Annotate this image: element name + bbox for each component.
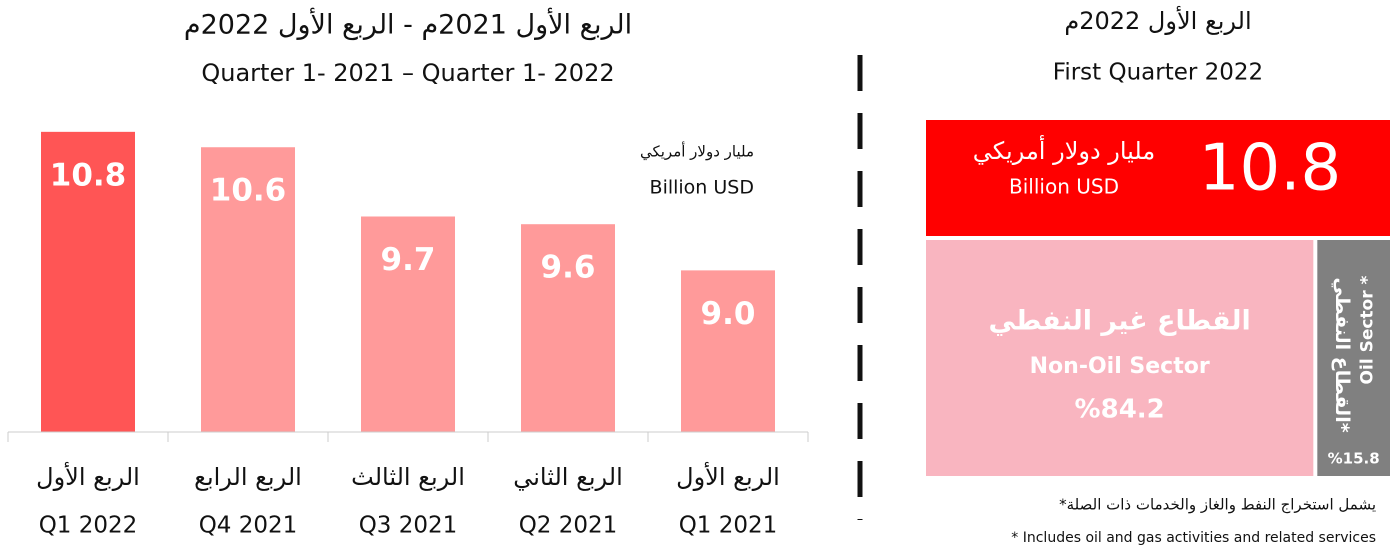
x-label-ar: الربع الثاني — [513, 463, 623, 491]
panel-title-ar: الربع الأول 2022م — [1064, 6, 1251, 35]
total-unit: Billion USD — [1009, 175, 1119, 199]
x-label: Q2 2021 — [519, 513, 618, 539]
x-label: Q4 2021 — [199, 513, 298, 539]
unit-ar: مليار دولار أمريكي — [640, 142, 754, 162]
sector-label-ar: القطاع النفطي* — [1331, 277, 1353, 432]
x-label-ar: الربع الأول — [36, 462, 140, 491]
value-label: 10.8 — [50, 157, 127, 193]
bar — [681, 270, 775, 432]
sector-label-ar: القطاع غير النفطي — [989, 306, 1251, 337]
total-value: 10.8 — [1199, 132, 1342, 206]
x-label: Q1 2022 — [39, 513, 138, 539]
footnote: * Includes oil and gas activities and re… — [1011, 530, 1376, 546]
x-label-ar: الربع الرابع — [194, 463, 302, 491]
bar — [361, 216, 455, 432]
sector-share: %15.8 — [1328, 450, 1380, 468]
sector-share: %84.2 — [1075, 395, 1165, 425]
value-label: 10.6 — [210, 173, 287, 209]
sector-label: Oil Sector * — [1358, 275, 1378, 384]
bar — [41, 131, 135, 432]
treemap-block — [926, 240, 1314, 476]
treemap-block — [1317, 240, 1390, 476]
value-label: 9.6 — [541, 250, 596, 286]
x-label-ar: الربع الأول — [676, 462, 780, 491]
x-label: Q1 2021 — [679, 513, 778, 539]
bar — [201, 147, 295, 432]
sector-label: Non-Oil Sector — [1030, 354, 1210, 379]
footnote-ar: *يشمل استخراج النفط والغاز والخدمات ذات … — [1059, 496, 1376, 515]
chart-subtitle: Quarter 1- 2021 – Quarter 1- 2022 — [201, 59, 614, 87]
unit: Billion USD — [650, 177, 754, 199]
x-label: Q3 2021 — [359, 513, 458, 539]
total-box — [926, 120, 1390, 236]
bar — [521, 224, 615, 432]
total-unit-ar: مليار دولار أمريكي — [973, 135, 1155, 165]
x-label-ar: الربع الثالث — [351, 463, 465, 491]
value-label: 9.7 — [381, 242, 436, 278]
chart-title: الربع الأول 2021م - الربع الأول 2022م — [184, 7, 632, 41]
panel-title: First Quarter 2022 — [1053, 60, 1263, 86]
value-label: 9.0 — [701, 296, 756, 332]
